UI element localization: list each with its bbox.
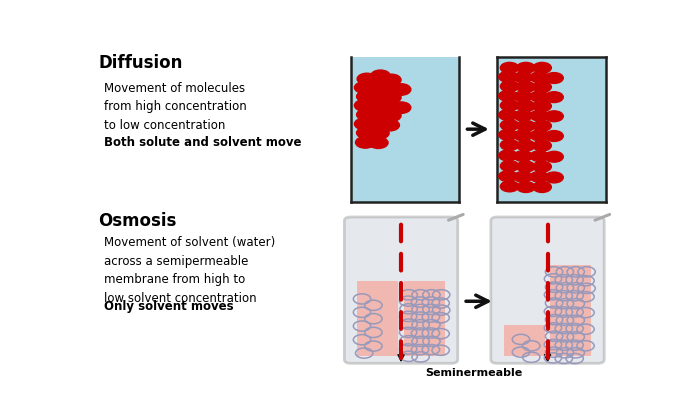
Circle shape: [498, 151, 517, 161]
Circle shape: [533, 182, 552, 193]
Circle shape: [498, 72, 517, 83]
Circle shape: [500, 140, 519, 151]
Circle shape: [514, 111, 533, 122]
Circle shape: [533, 82, 552, 93]
FancyBboxPatch shape: [491, 218, 604, 363]
Circle shape: [530, 151, 549, 162]
Circle shape: [391, 85, 411, 96]
FancyBboxPatch shape: [344, 218, 458, 363]
Circle shape: [354, 119, 374, 131]
Circle shape: [514, 92, 533, 103]
Text: Osmosis: Osmosis: [98, 212, 176, 230]
FancyBboxPatch shape: [497, 57, 606, 202]
Circle shape: [500, 161, 519, 172]
Circle shape: [371, 71, 390, 82]
Circle shape: [368, 82, 388, 93]
FancyBboxPatch shape: [404, 281, 444, 356]
Circle shape: [368, 119, 387, 131]
Circle shape: [500, 121, 519, 131]
Circle shape: [545, 131, 564, 142]
Circle shape: [381, 83, 400, 95]
Circle shape: [382, 111, 401, 122]
Circle shape: [498, 110, 517, 121]
Circle shape: [514, 172, 533, 183]
Circle shape: [368, 138, 388, 149]
Circle shape: [533, 162, 552, 173]
Circle shape: [368, 101, 387, 112]
Circle shape: [533, 63, 552, 74]
Circle shape: [533, 121, 552, 132]
Circle shape: [380, 120, 400, 132]
Circle shape: [530, 73, 549, 83]
Circle shape: [530, 111, 549, 122]
Circle shape: [517, 182, 535, 193]
Circle shape: [533, 141, 552, 152]
Text: Seminermeable: Seminermeable: [426, 367, 523, 377]
Circle shape: [517, 162, 535, 173]
Circle shape: [356, 138, 375, 149]
FancyBboxPatch shape: [358, 281, 398, 356]
Circle shape: [354, 83, 374, 94]
Circle shape: [356, 128, 376, 139]
Circle shape: [370, 92, 389, 103]
Circle shape: [498, 171, 517, 182]
Circle shape: [356, 92, 376, 103]
Circle shape: [382, 93, 401, 104]
Circle shape: [545, 93, 564, 103]
Circle shape: [498, 130, 517, 141]
Circle shape: [517, 121, 535, 132]
FancyBboxPatch shape: [504, 325, 545, 356]
Circle shape: [545, 173, 564, 183]
Circle shape: [517, 63, 535, 74]
Circle shape: [500, 101, 519, 112]
Circle shape: [517, 102, 535, 112]
FancyBboxPatch shape: [550, 265, 592, 356]
Circle shape: [517, 82, 535, 93]
Circle shape: [370, 110, 389, 121]
Circle shape: [514, 73, 533, 83]
Circle shape: [514, 131, 533, 142]
Circle shape: [356, 110, 376, 121]
Circle shape: [500, 63, 519, 74]
FancyBboxPatch shape: [351, 57, 459, 202]
Circle shape: [498, 91, 517, 102]
Circle shape: [382, 75, 401, 86]
Circle shape: [530, 92, 549, 103]
Circle shape: [370, 128, 389, 140]
Circle shape: [517, 141, 535, 152]
Text: Movement of molecules
from high concentration
to low concentration: Movement of molecules from high concentr…: [104, 81, 246, 131]
Circle shape: [545, 152, 564, 163]
Circle shape: [500, 82, 519, 93]
Circle shape: [514, 151, 533, 162]
Circle shape: [380, 102, 400, 113]
Circle shape: [357, 74, 377, 85]
Circle shape: [530, 172, 549, 183]
Text: Only solvent moves: Only solvent moves: [104, 299, 233, 312]
Text: Movement of solvent (water)
across a semipermeable
membrane from high to
low sol: Movement of solvent (water) across a sem…: [104, 235, 275, 304]
Circle shape: [545, 112, 564, 122]
Circle shape: [533, 102, 552, 112]
Circle shape: [530, 131, 549, 142]
Circle shape: [354, 100, 374, 112]
Circle shape: [391, 103, 411, 114]
Text: Both solute and solvent move: Both solute and solvent move: [104, 135, 301, 148]
Circle shape: [500, 182, 519, 192]
Text: Diffusion: Diffusion: [98, 55, 183, 72]
Circle shape: [545, 74, 564, 84]
